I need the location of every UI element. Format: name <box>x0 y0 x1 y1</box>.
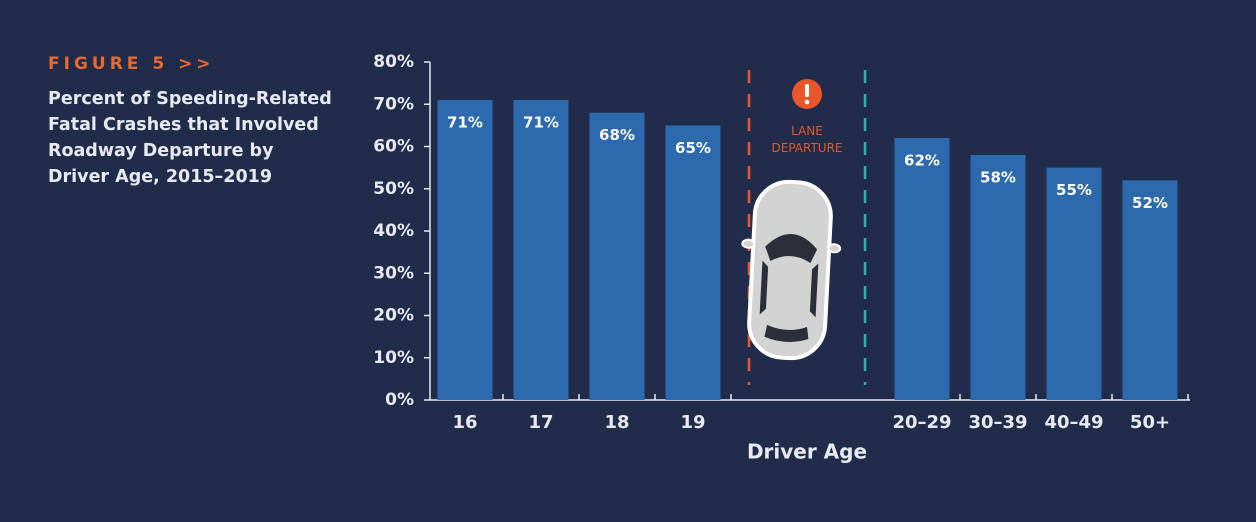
value-label: 62% <box>904 152 940 170</box>
bar <box>589 112 645 400</box>
y-tick-label: 10% <box>373 348 414 368</box>
y-tick-label: 20% <box>373 306 414 326</box>
car-icon <box>741 179 842 361</box>
y-tick-label: 50% <box>373 179 414 199</box>
bar <box>894 138 950 401</box>
bar <box>665 125 721 400</box>
x-tick-label: 16 <box>452 412 477 433</box>
y-tick-label: 60% <box>373 137 414 157</box>
bar <box>513 100 569 401</box>
value-label: 65% <box>675 139 711 157</box>
y-tick-label: 40% <box>373 221 414 241</box>
bar <box>1046 167 1102 400</box>
y-tick-label: 30% <box>373 263 414 283</box>
x-tick-label: 40–49 <box>1044 412 1103 433</box>
value-label: 71% <box>447 114 483 132</box>
value-label: 52% <box>1132 194 1168 212</box>
value-label: 71% <box>523 114 559 132</box>
y-tick-label: 70% <box>373 94 414 114</box>
x-tick-label: 19 <box>680 412 705 433</box>
warning-icon <box>792 79 822 109</box>
bar <box>1122 180 1178 400</box>
chart-title: Percent of Speeding-Related Fatal Crashe… <box>48 89 332 187</box>
y-tick-label: 0% <box>385 390 414 410</box>
x-tick-label: 30–39 <box>968 412 1027 433</box>
bar <box>437 100 493 401</box>
x-tick-label: 50+ <box>1130 412 1170 433</box>
value-label: 58% <box>980 168 1016 186</box>
y-tick-label: 80% <box>373 52 414 72</box>
x-axis-label: Driver Age <box>747 440 867 464</box>
figure-label: FIGURE 5 >> <box>48 54 215 74</box>
value-label: 55% <box>1056 181 1092 199</box>
x-tick-label: 17 <box>528 412 553 433</box>
annotation: LANE DEPARTURE <box>771 124 843 155</box>
x-tick-label: 20–29 <box>892 412 951 433</box>
value-label: 68% <box>599 126 635 144</box>
bar <box>970 154 1026 400</box>
x-tick-label: 18 <box>604 412 629 433</box>
